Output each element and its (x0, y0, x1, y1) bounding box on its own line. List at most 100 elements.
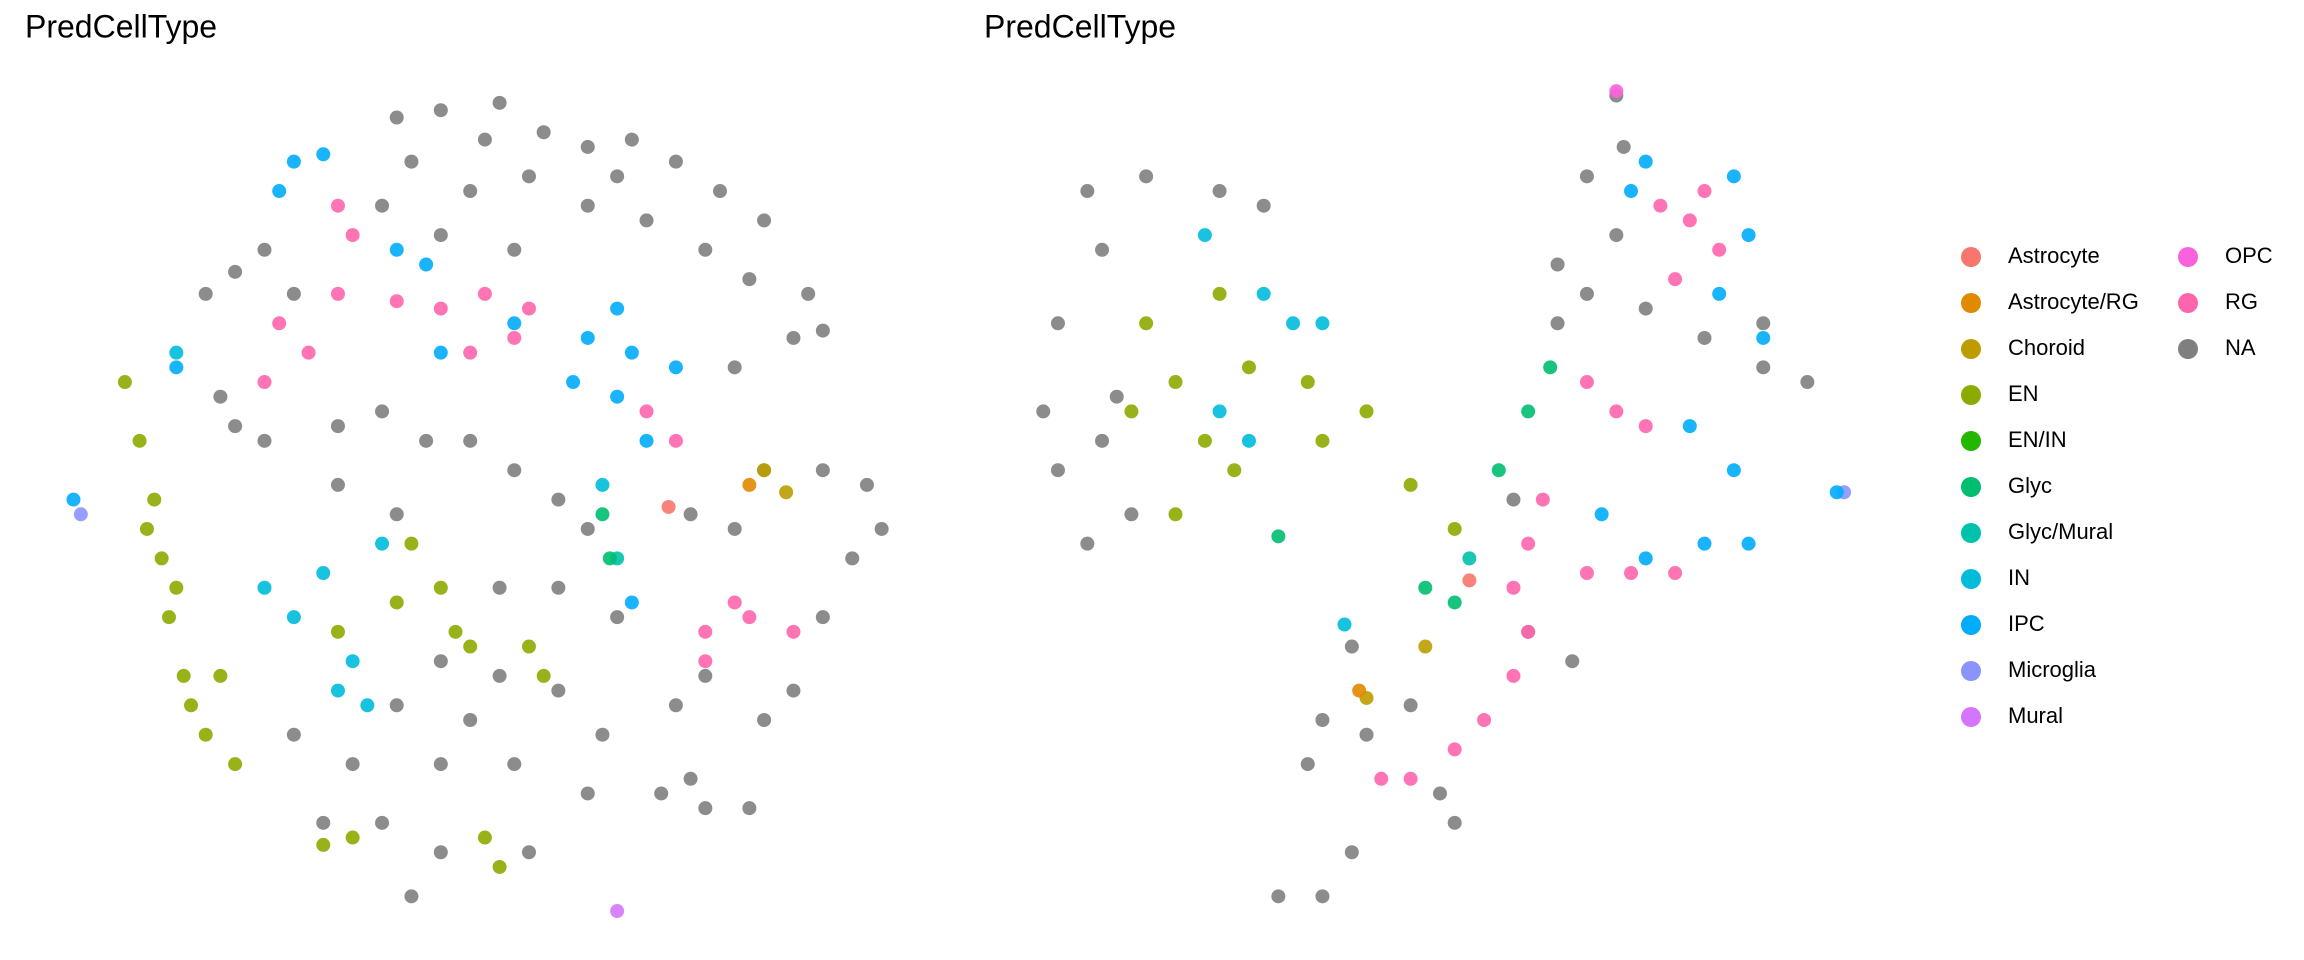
point (1374, 771, 1389, 786)
point (595, 507, 610, 522)
point (661, 499, 676, 514)
point (1668, 566, 1683, 581)
legend-label: Astrocyte/RG (2008, 289, 2139, 314)
legend-label: IN (2008, 565, 2030, 590)
point (1756, 330, 1771, 345)
point (713, 184, 727, 199)
point (389, 595, 404, 610)
point (433, 757, 448, 772)
legend-swatch (1961, 339, 1981, 359)
point (316, 566, 331, 581)
point (301, 345, 316, 360)
point (1741, 536, 1756, 551)
point (1447, 595, 1462, 610)
point (1212, 404, 1227, 419)
point (1741, 228, 1756, 243)
point (786, 330, 801, 345)
legend-swatch (1961, 523, 1981, 543)
point (1447, 815, 1462, 830)
point (389, 110, 404, 125)
point (330, 477, 345, 492)
point (1271, 529, 1286, 544)
legend-swatch (1961, 569, 1981, 589)
point (1212, 286, 1227, 301)
point (257, 242, 272, 257)
point (624, 595, 639, 610)
point (1491, 463, 1506, 478)
point (1241, 433, 1256, 448)
point (507, 330, 522, 345)
point (272, 184, 287, 199)
legend-label: Choroid (2008, 335, 2085, 360)
point (1800, 375, 1815, 390)
point (580, 786, 595, 801)
legend-swatch (2178, 293, 2198, 313)
point (404, 536, 419, 551)
point (521, 169, 536, 184)
point (580, 330, 595, 345)
point (1712, 242, 1727, 257)
point (463, 184, 478, 199)
point (433, 301, 448, 316)
legend-label: Astrocyte (2008, 243, 2100, 268)
point (1300, 375, 1315, 390)
point (1565, 654, 1580, 669)
point (1352, 683, 1367, 698)
point (507, 757, 522, 772)
point (389, 294, 404, 309)
point (1726, 463, 1741, 478)
point (1124, 507, 1139, 522)
point (1579, 169, 1594, 184)
point (1609, 404, 1624, 419)
point (727, 521, 742, 536)
point (492, 859, 507, 874)
point (580, 139, 595, 154)
legend-swatch (1961, 707, 1981, 727)
legend-swatch (1961, 477, 1981, 497)
point (1579, 286, 1594, 301)
point (1095, 242, 1110, 257)
point (1550, 316, 1565, 331)
point (580, 521, 595, 536)
point (815, 610, 830, 625)
point (389, 507, 404, 522)
point (477, 132, 492, 147)
point (154, 551, 169, 566)
point (1271, 889, 1286, 904)
point (1337, 617, 1352, 632)
point (360, 698, 375, 713)
point (139, 521, 154, 536)
point (1726, 169, 1741, 184)
point (345, 228, 360, 243)
point (1477, 713, 1492, 727)
point (1080, 184, 1095, 199)
point (73, 507, 88, 522)
legend-swatch (1961, 293, 1981, 313)
point (463, 345, 478, 360)
point (779, 485, 794, 500)
point (272, 316, 287, 331)
point (477, 286, 492, 301)
point (404, 889, 419, 904)
point (1344, 639, 1359, 654)
point (1139, 316, 1154, 331)
point (147, 492, 162, 507)
point (184, 698, 199, 713)
point (132, 433, 147, 448)
point (1315, 433, 1330, 448)
point (698, 654, 713, 669)
point (757, 713, 772, 727)
point (1638, 301, 1653, 316)
point (1095, 433, 1110, 448)
point (228, 419, 243, 434)
point (1403, 477, 1418, 492)
point (1609, 84, 1624, 99)
point (1638, 419, 1653, 434)
point (654, 786, 669, 801)
point (169, 360, 184, 375)
point (345, 654, 360, 669)
point (1256, 198, 1271, 213)
point (742, 272, 757, 287)
point (507, 242, 522, 257)
point (375, 198, 390, 213)
